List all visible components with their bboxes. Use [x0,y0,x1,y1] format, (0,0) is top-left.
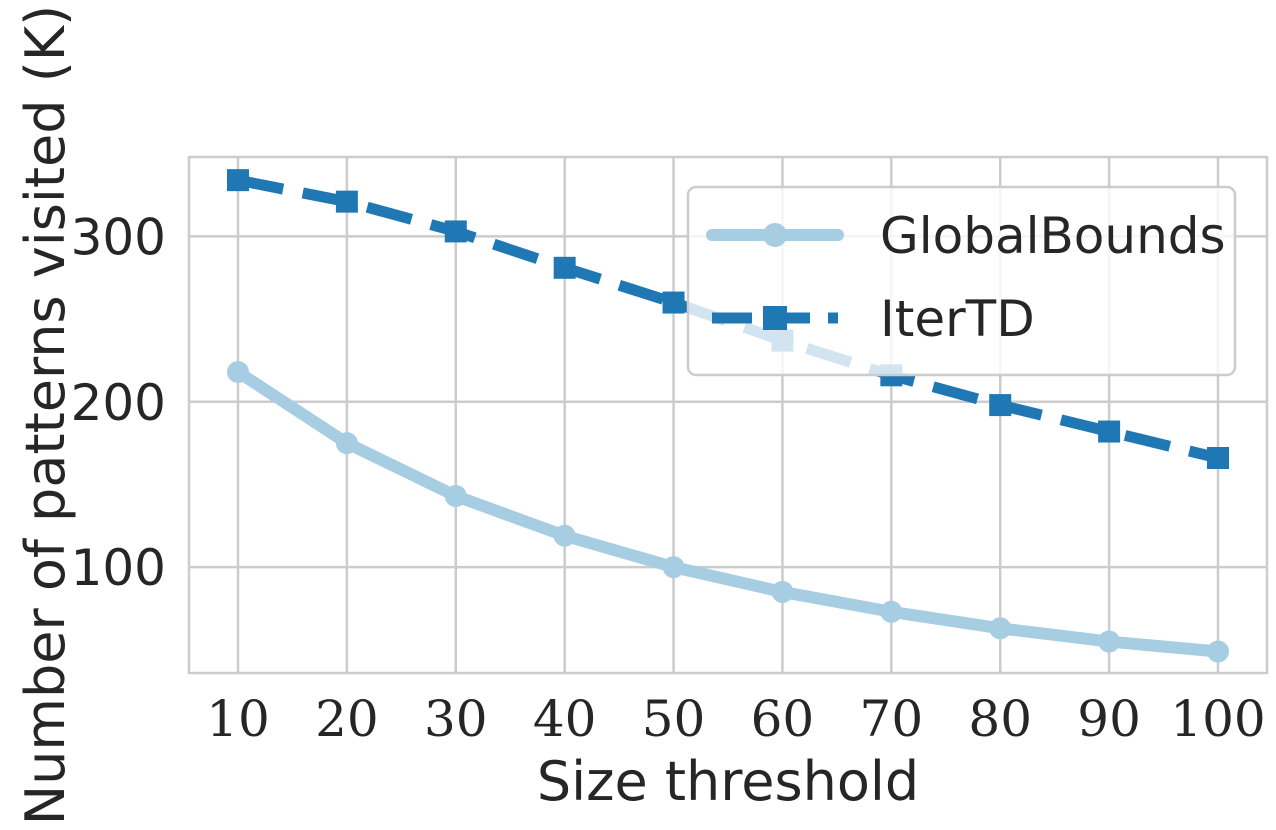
x-tick-label: 30 [424,690,488,748]
legend-marker [763,306,787,330]
data-point [1098,630,1121,653]
x-tick-label: 90 [1077,690,1141,748]
series-line-globalbounds [232,366,1224,658]
data-point [1207,447,1229,469]
data-point [989,394,1012,417]
tick-labels: 10 20 30 40 50 60 70 80 90 100 100 200 300 [71,208,1266,748]
plot-frame [187,155,1269,675]
x-tick-label: 60 [751,690,815,748]
legend-marker [763,223,787,247]
data-point [662,556,685,579]
x-tick-label: 70 [860,690,924,748]
x-tick-label: 80 [968,690,1032,748]
x-tick-label: 50 [642,690,706,748]
x-tick-label: 10 [206,690,270,748]
data-point [227,169,249,192]
legend-label: GlobalBounds [880,207,1226,265]
legend: GlobalBounds IterTD [686,185,1237,377]
data-point [880,600,903,623]
y-tick-label: 100 [71,539,166,597]
data-point [553,524,576,547]
x-tick-label: 40 [533,690,597,748]
y-axis-label: Number of patterns visited (K) [14,5,77,826]
data-point [553,256,576,279]
data-point [771,580,794,603]
series-line-itertd [236,174,1220,464]
x-tick-label: 100 [1170,690,1265,748]
y-tick-label: 300 [71,208,166,266]
data-point [989,617,1012,640]
x-axis-label: Size threshold [537,750,919,813]
data-point [335,432,358,455]
data-point [1098,420,1121,443]
legend-label: IterTD [880,290,1035,348]
data-point [662,291,685,314]
y-tick-label: 200 [71,374,166,432]
data-point [1207,640,1229,663]
data-point [227,361,249,383]
x-tick-label: 20 [315,690,379,748]
data-point [335,190,358,213]
data-point [444,485,467,508]
series-layer [227,169,1229,663]
data-point [444,220,467,243]
